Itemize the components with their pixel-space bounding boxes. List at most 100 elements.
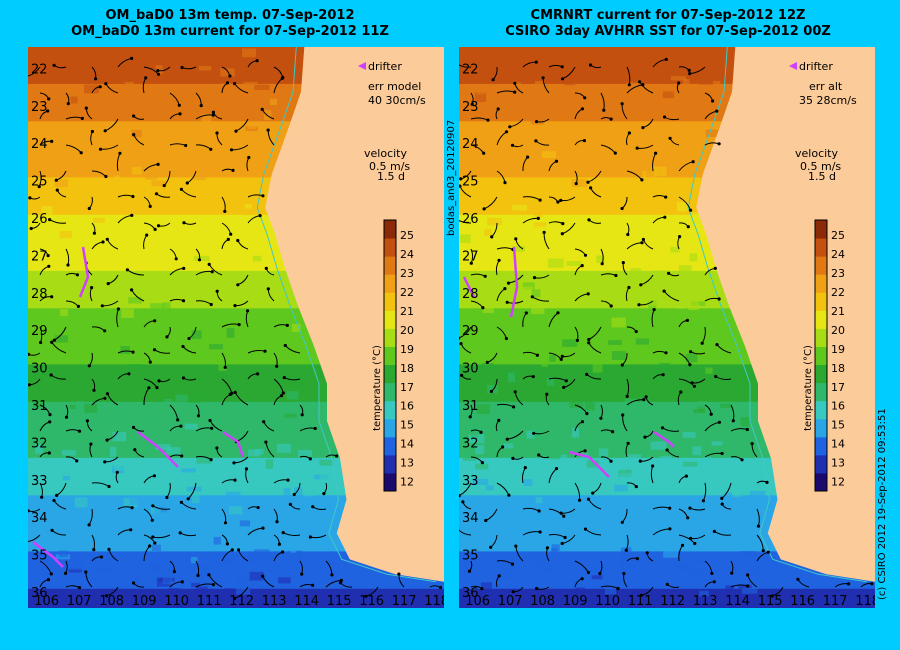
colorbar-tick-label: 15	[831, 419, 845, 432]
lon-tick-label: 110	[595, 594, 620, 608]
drifter-tracks	[32, 246, 245, 568]
lon-tick-label: 115	[758, 594, 783, 608]
lon-tick-label: 113	[262, 594, 287, 608]
left-map-panel: 22 23 24 25 26 27 28 29 30 31 32 33 34 35 36 106 107 108 1…	[28, 47, 444, 608]
lat-tick-label: 32	[31, 436, 48, 451]
colorbar-tick-label: 22	[400, 286, 414, 299]
right-panel-title: CMRNRT current for 07-Sep-2012 12Z CSIRO…	[488, 8, 848, 40]
left-panel-title: OM_baD0 13m temp. 07-Sep-2012 OM_baD0 13…	[50, 8, 410, 40]
err-value: 40 30cm/s	[368, 94, 426, 107]
lon-tick-label: 111	[628, 594, 653, 608]
colorbar-tick-label: 18	[400, 362, 414, 375]
lon-tick-label: 114	[725, 594, 750, 608]
drifter-legend-icon	[358, 62, 366, 70]
err-label: err model	[368, 80, 421, 93]
lon-tick-label: 106	[465, 594, 490, 608]
colorbar-tick-label: 25	[831, 229, 845, 242]
lon-tick-label: 116	[790, 594, 815, 608]
lon-tick-label: 117	[823, 594, 848, 608]
lat-tick-label: 25	[31, 175, 48, 190]
lon-tick-label: 114	[294, 594, 319, 608]
lon-tick-label: 111	[197, 594, 222, 608]
right-title-line2: CSIRO 3day AVHRR SST for 07-Sep-2012 00Z	[505, 24, 831, 39]
lon-tick-label: 115	[327, 594, 352, 608]
colorbar-tick-label: 19	[400, 343, 414, 356]
lat-tick-label: 24	[462, 137, 479, 152]
colorbar-tick-label: 13	[400, 457, 414, 470]
colorbar-tick-label: 20	[400, 324, 414, 337]
err-value: 35 28cm/s	[799, 94, 857, 107]
land-mass	[265, 47, 444, 582]
lon-tick-label: 106	[34, 594, 59, 608]
lat-tick-label: 22	[462, 62, 479, 77]
lon-tick-label: 108	[99, 594, 124, 608]
velocity-label: velocity	[364, 147, 407, 160]
lat-tick-label: 23	[462, 100, 479, 115]
colorbar-tick-label: 25	[400, 229, 414, 242]
land-mass	[696, 47, 875, 582]
colorbar-tick-label: 17	[831, 381, 845, 394]
velocity-label: velocity	[795, 147, 838, 160]
velocity-time: 1.5 d	[377, 170, 405, 183]
colorbar-tick-label: 16	[400, 400, 414, 413]
lat-tick-label: 35	[31, 549, 48, 564]
lat-tick-label: 22	[31, 62, 48, 77]
lat-tick-label: 27	[462, 249, 479, 264]
lat-tick-label: 29	[31, 324, 48, 339]
velocity-time: 1.5 d	[808, 170, 836, 183]
lon-tick-label: 118	[855, 594, 875, 608]
err-label: err alt	[809, 80, 843, 93]
colorbar-tick-label: 13	[831, 457, 845, 470]
lon-tick-label: 112	[660, 594, 685, 608]
lat-tick-label: 29	[462, 324, 479, 339]
lat-tick-label: 30	[462, 362, 479, 377]
lat-tick-label: 26	[462, 212, 479, 227]
temperature-colorbar: 12 13 14 15 16 17 18 19 20 21 22 23 24 25 temperature …	[372, 219, 414, 492]
colorbar-tick-label: 22	[831, 286, 845, 299]
colorbar-tick-label: 12	[831, 476, 845, 489]
lon-tick-label: 109	[132, 594, 157, 608]
lat-tick-label: 33	[31, 474, 48, 489]
right-map-panel: 22 23 24 25 26 27 28 29 30 31 32 33 34 35 36 106 107 108 1…	[459, 47, 875, 608]
colorbar-tick-label: 19	[831, 343, 845, 356]
lon-tick-label: 109	[563, 594, 588, 608]
colorbar-tick-label: 12	[400, 476, 414, 489]
current-arrows	[459, 57, 874, 598]
lat-tick-label: 28	[31, 287, 48, 302]
velocity-scale: 0.5 m/s	[800, 160, 841, 173]
right-title-line1: CMRNRT current for 07-Sep-2012 12Z	[530, 8, 806, 23]
colorbar-tick-label: 24	[831, 248, 845, 261]
lat-tick-label: 32	[462, 436, 479, 451]
temperature-colorbar: 12 13 14 15 16 17 18 19 20 21 22 23 24 25 temperature …	[803, 219, 845, 492]
left-title-line1: OM_baD0 13m temp. 07-Sep-2012	[105, 8, 355, 23]
lon-tick-label: 117	[392, 594, 417, 608]
lat-tick-label: 36	[462, 586, 479, 601]
run-id-label: bodas_an03_20120907	[446, 119, 457, 236]
lon-tick-label: 107	[67, 594, 92, 608]
colorbar-title: temperature (°C)	[803, 345, 814, 431]
lon-tick-label: 107	[498, 594, 523, 608]
colorbar-tick-label: 18	[831, 362, 845, 375]
lat-tick-label: 27	[31, 249, 48, 264]
colorbar-tick-label: 21	[400, 305, 414, 318]
lat-tick-label: 31	[462, 399, 479, 414]
colorbar-tick-label: 16	[831, 400, 845, 413]
lat-tick-label: 26	[31, 212, 48, 227]
lon-tick-label: 110	[164, 594, 189, 608]
drifter-tracks	[462, 246, 675, 478]
lat-tick-label: 31	[31, 399, 48, 414]
lon-tick-label: 113	[693, 594, 718, 608]
colorbar-tick-label: 14	[400, 438, 414, 451]
copyright-label: (c) CSIRO 2012 19-Sep-2012 09:53:51	[877, 408, 888, 600]
drifter-legend-label: drifter	[799, 60, 833, 73]
lat-tick-label: 36	[31, 586, 48, 601]
colorbar-title: temperature (°C)	[372, 345, 383, 431]
lat-tick-label: 25	[462, 175, 479, 190]
colorbar-tick-label: 21	[831, 305, 845, 318]
current-arrows	[28, 56, 443, 601]
drifter-legend-icon	[789, 62, 797, 70]
